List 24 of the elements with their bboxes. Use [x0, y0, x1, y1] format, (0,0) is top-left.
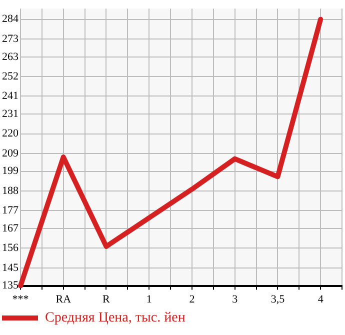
- y-tick-label: 199: [2, 165, 19, 178]
- y-tick-label: 177: [2, 204, 19, 217]
- y-tick-label: 145: [2, 262, 19, 274]
- y-tick-label: 273: [2, 32, 19, 45]
- y-tick-label: 263: [2, 50, 19, 63]
- x-tick-label: 4: [318, 293, 324, 306]
- y-tick-label: 188: [2, 184, 19, 197]
- x-tick-label: R: [102, 293, 111, 306]
- y-tick-label: 209: [2, 147, 19, 160]
- x-tick-label: 1: [146, 293, 152, 306]
- y-tick-label: 135: [2, 280, 19, 292]
- y-tick-label: 284: [2, 13, 19, 26]
- x-tick-label: ***: [12, 293, 29, 306]
- x-tick-label: RA: [56, 293, 72, 306]
- legend-label: Средняя Цена, тыс. йен: [45, 310, 186, 326]
- y-tick-label: 252: [2, 70, 18, 82]
- y-tick-label: 167: [2, 222, 19, 234]
- y-tick-label: 220: [2, 128, 19, 140]
- x-tick-label: 3,5: [270, 293, 286, 306]
- y-tick-label: 241: [2, 90, 18, 102]
- y-tick-label: 231: [2, 108, 18, 120]
- x-tick-label: 3: [232, 293, 238, 306]
- x-tick-label: 2: [189, 293, 195, 306]
- y-tick-label: 156: [2, 242, 19, 254]
